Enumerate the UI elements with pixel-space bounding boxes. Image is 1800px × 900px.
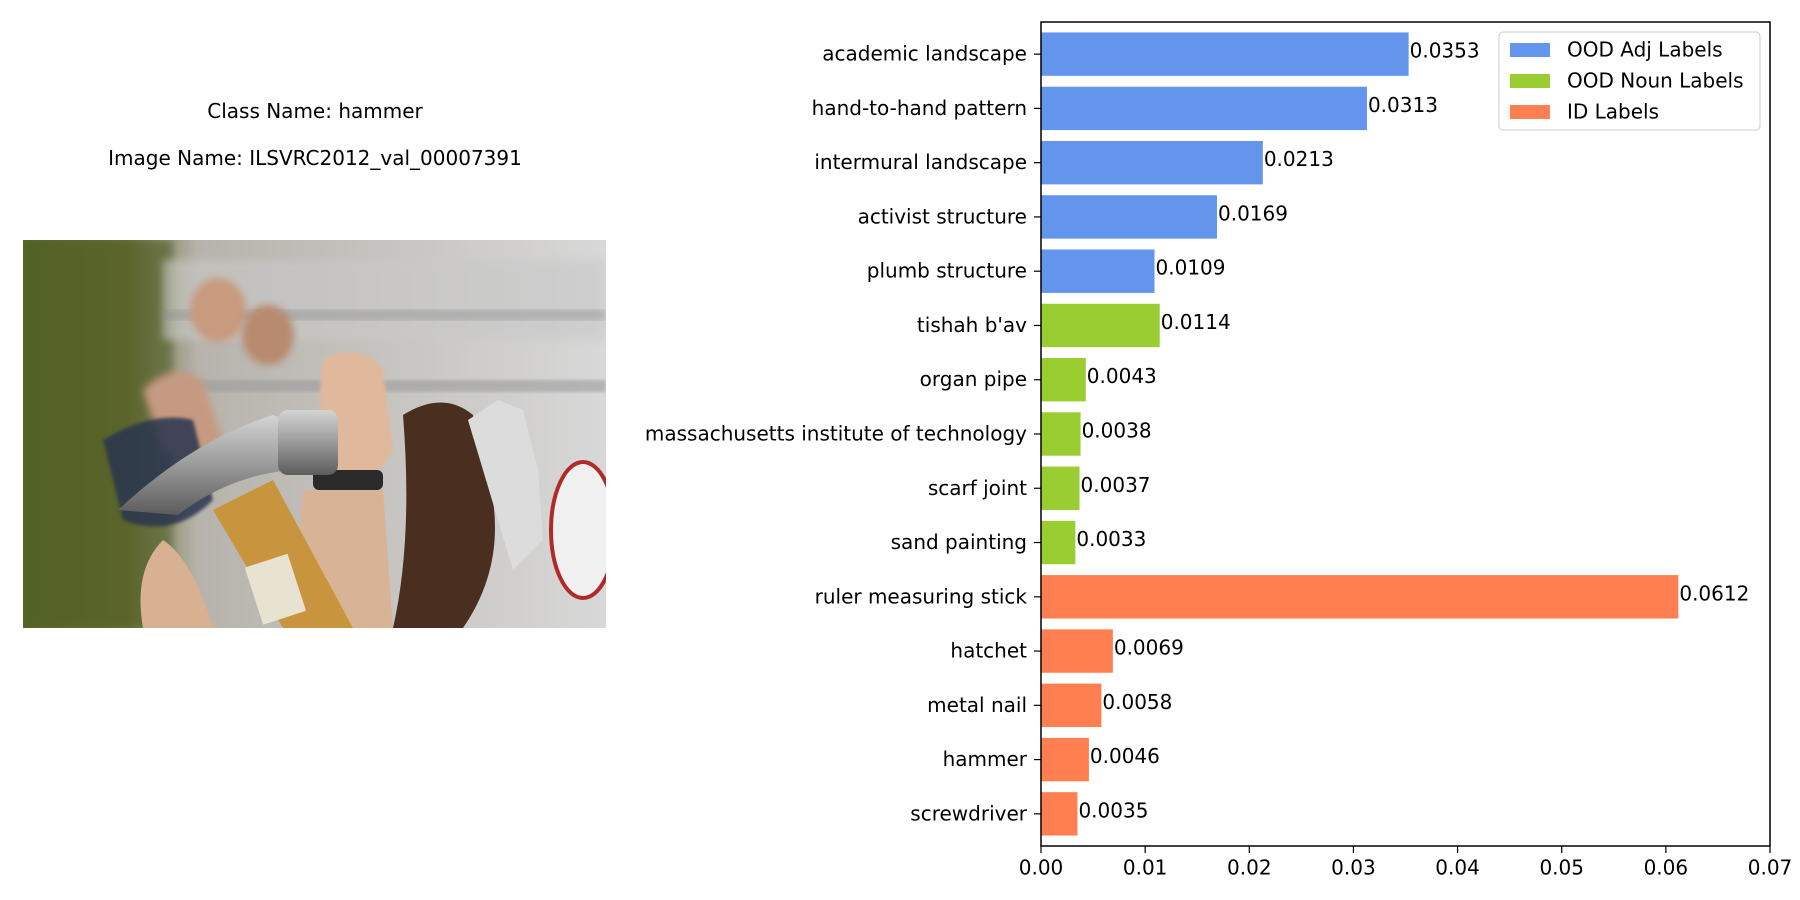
category-label: screwdriver xyxy=(910,801,1027,825)
x-tick-label: 0.03 xyxy=(1331,856,1376,880)
bars xyxy=(1041,32,1679,836)
image-name-caption: Image Name: ILSVRC2012_val_00007391 xyxy=(108,146,522,170)
bar xyxy=(1041,32,1409,76)
bar xyxy=(1041,303,1160,348)
bar xyxy=(1041,683,1102,728)
bar xyxy=(1041,249,1155,293)
bar-value-label: 0.0353 xyxy=(1410,39,1480,63)
bar-value-label: 0.0213 xyxy=(1264,147,1334,171)
category-label: hatchet xyxy=(950,639,1027,663)
category-label: scarf joint xyxy=(928,476,1027,500)
x-tick-label: 0.01 xyxy=(1123,856,1168,880)
bar-value-label: 0.0038 xyxy=(1082,419,1152,443)
x-tick-label: 0.04 xyxy=(1435,856,1480,880)
bar-value-label: 0.0058 xyxy=(1102,690,1172,714)
category-label: sand painting xyxy=(891,530,1027,554)
plot-frame xyxy=(1040,21,1771,847)
category-label: organ pipe xyxy=(920,367,1027,391)
bar-value-label: 0.0069 xyxy=(1114,636,1184,660)
bar-value-label: 0.0109 xyxy=(1156,256,1226,280)
bar xyxy=(1041,792,1078,836)
legend-swatch xyxy=(1510,43,1550,57)
legend-label: ID Labels xyxy=(1567,100,1659,124)
category-label: plumb structure xyxy=(867,259,1027,283)
bar-value-label: 0.0114 xyxy=(1161,310,1231,334)
bar-value-label: 0.0037 xyxy=(1081,473,1151,497)
legend-label: OOD Noun Labels xyxy=(1567,69,1744,93)
x-tick-label: 0.07 xyxy=(1748,856,1793,880)
bar xyxy=(1041,629,1113,673)
category-labels: screwdriver hammer metal nail hatchet ruler … xyxy=(645,42,1041,825)
category-label: activist structure xyxy=(858,204,1027,228)
category-label: academic landscape xyxy=(822,42,1027,66)
bar xyxy=(1041,575,1679,619)
legend-box xyxy=(1498,31,1761,131)
legend: OOD Adj Labels OOD Noun Labels ID Labels xyxy=(1498,31,1761,131)
bar-value-label: 0.0612 xyxy=(1679,581,1749,605)
bar xyxy=(1041,140,1263,185)
bar-value-label: 0.0043 xyxy=(1087,364,1157,388)
category-label: intermural landscape xyxy=(814,150,1027,174)
x-axis-ticks: 0.00 0.01 0.02 0.03 0.04 0.05 0.06 0.07 xyxy=(1019,846,1793,880)
x-tick-label: 0.06 xyxy=(1644,856,1689,880)
bar xyxy=(1041,520,1076,565)
x-tick-label: 0.05 xyxy=(1539,856,1584,880)
category-label: hammer xyxy=(943,747,1028,771)
legend-swatch xyxy=(1510,105,1550,119)
bar xyxy=(1041,358,1086,402)
bar-value-label: 0.0046 xyxy=(1090,744,1160,768)
x-tick-label: 0.02 xyxy=(1227,856,1272,880)
bar-value-label: 0.0313 xyxy=(1368,93,1438,117)
bar-value-label: 0.0035 xyxy=(1078,798,1148,822)
bar xyxy=(1041,466,1080,510)
legend-swatch xyxy=(1510,74,1550,88)
category-label: hand-to-hand pattern xyxy=(812,96,1027,120)
legend-label: OOD Adj Labels xyxy=(1567,38,1723,62)
x-tick-label: 0.00 xyxy=(1019,856,1064,880)
data-labels: 0.0035 0.0046 0.0058 0.0069 0.0612 0.0033 0.00… xyxy=(1076,39,1749,823)
bar xyxy=(1041,195,1218,239)
category-label: ruler measuring stick xyxy=(815,584,1028,608)
bar-value-label: 0.0033 xyxy=(1076,527,1146,551)
bar xyxy=(1041,86,1367,131)
bar xyxy=(1041,737,1089,782)
class-name-caption: Class Name: hammer xyxy=(207,99,423,123)
hammer-photo xyxy=(23,240,606,628)
category-label: massachusetts institute of technology xyxy=(645,422,1027,446)
bar-value-label: 0.0169 xyxy=(1218,201,1288,225)
bar xyxy=(1041,412,1081,456)
category-label: tishah b'av xyxy=(917,313,1027,337)
category-label: metal nail xyxy=(927,693,1027,717)
